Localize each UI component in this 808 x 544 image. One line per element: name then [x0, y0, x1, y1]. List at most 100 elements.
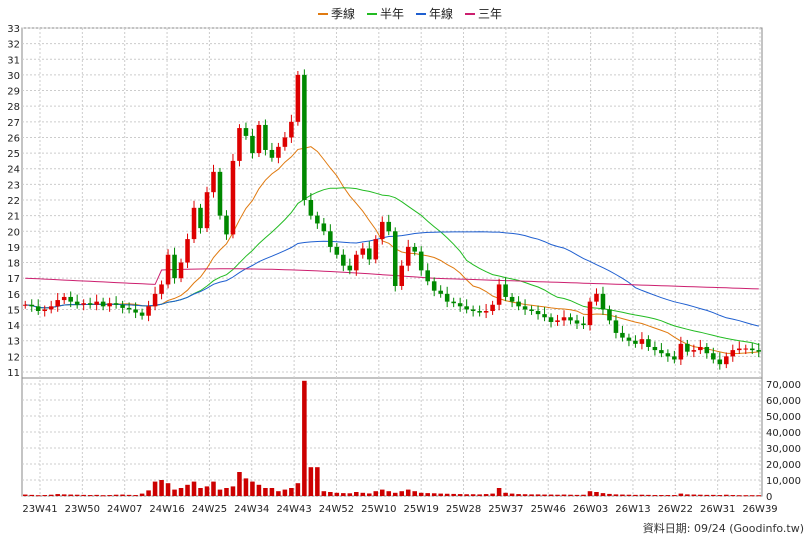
x-tick-label: 24W25: [192, 504, 227, 515]
candle-body: [256, 124, 262, 154]
volume-bar: [334, 492, 340, 496]
volume-bar: [295, 483, 301, 496]
volume-bar: [211, 481, 216, 496]
price-tick-label: 12: [7, 352, 20, 363]
volume-bar: [665, 495, 671, 497]
candle-body: [477, 311, 482, 313]
candle-body: [126, 307, 132, 310]
candle-body: [379, 221, 385, 240]
candle-body: [737, 348, 742, 351]
candle-body: [639, 339, 645, 344]
candle-body: [418, 251, 424, 271]
candle-body: [198, 207, 203, 229]
price-tick-label: 16: [7, 290, 20, 301]
candle-body: [529, 309, 534, 312]
volume-bar: [724, 494, 729, 496]
candle-body: [431, 281, 437, 291]
volume-bar: [730, 495, 736, 497]
candle-body: [367, 248, 372, 260]
volume-bar: [347, 493, 353, 496]
x-tick-label: 23W41: [22, 504, 57, 515]
x-tick-label: 24W52: [319, 504, 354, 515]
volume-bar: [61, 494, 67, 496]
candle-body: [724, 356, 729, 365]
candle-body: [120, 304, 125, 308]
volume-bar: [431, 493, 437, 496]
x-axis: 23W41 23W50 24W07 24W16 24W25 24W34 24W43 24W52…: [22, 504, 777, 515]
volume-bar: [613, 494, 619, 496]
volume-bar: [302, 380, 307, 496]
candle-body: [100, 301, 106, 307]
volume-bar: [535, 494, 541, 496]
candle-body: [295, 74, 301, 122]
candle-body: [146, 306, 151, 316]
price-tick-label: 17: [7, 274, 20, 285]
price-tick-label: 26: [7, 133, 20, 144]
legend-item: 半年: [380, 7, 404, 21]
candle-body: [217, 171, 223, 216]
volume-bar: [672, 495, 677, 497]
volume-bar: [678, 493, 684, 496]
x-tick-label: 26W39: [742, 504, 777, 515]
volume-tick-label: 70,000: [766, 380, 801, 391]
candle-body: [35, 306, 41, 312]
volume-bar: [412, 491, 417, 496]
candle-body: [438, 290, 443, 294]
candle-body: [594, 293, 599, 302]
price-tick-label: 24: [7, 165, 20, 176]
x-tick-label: 24W07: [107, 504, 142, 515]
legend-item: 季線: [331, 6, 355, 21]
volume-plot-area: [21, 377, 763, 497]
volume-bar: [165, 483, 171, 496]
volume-bar: [230, 486, 236, 496]
volume-bar: [354, 492, 359, 496]
candle-body: [243, 128, 249, 136]
candle-body: [399, 265, 405, 286]
volume-bar: [42, 495, 47, 497]
candle-body: [581, 323, 586, 326]
volume-tick-label: 0: [766, 492, 772, 503]
candle-body: [555, 320, 560, 322]
volume-bar: [256, 484, 262, 496]
candle-body: [405, 246, 411, 266]
candle-body: [444, 293, 450, 302]
candle-body: [87, 303, 93, 305]
volume-bar: [633, 494, 638, 496]
volume-bar: [146, 490, 151, 496]
price-tick-label: 27: [7, 118, 20, 129]
volume-bar: [691, 494, 697, 496]
candle-body: [392, 231, 398, 286]
price-tick-label: 23: [7, 180, 20, 191]
price-tick-label: 30: [7, 71, 20, 82]
candle-body: [711, 353, 716, 360]
candle-body: [48, 306, 54, 310]
price-tick-label: 29: [7, 87, 20, 98]
volume-bar: [717, 495, 723, 497]
candle-body: [113, 303, 119, 305]
ma-line-52: [25, 231, 759, 327]
x-tick-label: 25W37: [488, 504, 523, 515]
x-tick-label: 24W16: [149, 504, 184, 515]
volume-bar: [224, 488, 229, 496]
candle-body: [347, 265, 353, 271]
candle-body: [55, 300, 60, 307]
candle-body: [152, 293, 158, 307]
candle-body: [691, 350, 697, 352]
candle-body: [574, 320, 580, 324]
x-tick-label: 26W31: [700, 504, 735, 515]
x-tick-label: 25W46: [531, 504, 566, 515]
candle-body: [276, 146, 281, 158]
volume-bar: [418, 492, 424, 496]
candle-body: [730, 350, 736, 357]
candle-body: [620, 332, 625, 338]
candle-body: [672, 356, 677, 360]
candle-body: [542, 314, 547, 318]
volume-bar: [100, 495, 106, 497]
candle-body: [665, 353, 671, 357]
volume-bar: [35, 495, 41, 497]
volume-bar: [405, 489, 411, 496]
volume-y-axis: 0 10,000 20,000 30,000 40,000 50,000 60,000 70,…: [766, 380, 801, 503]
volume-bar: [328, 492, 333, 496]
legend: 季線 半年 年線 三年: [318, 6, 502, 21]
candle-body: [613, 320, 619, 333]
